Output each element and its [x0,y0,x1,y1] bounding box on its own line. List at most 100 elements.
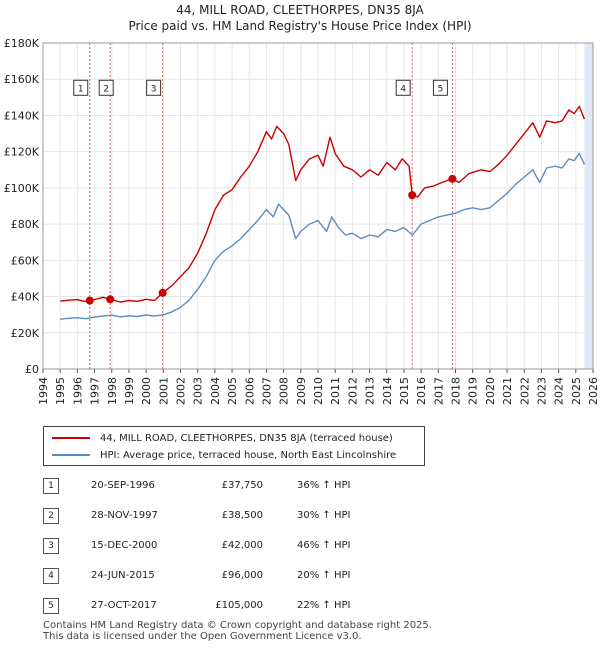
x-tick-label: 2011 [329,377,342,405]
sale-row: 4 24-JUN-2015 £96,000 20% ↑ HPI [43,566,443,586]
chart-subtitle: Price paid vs. HM Land Registry's House … [128,19,471,33]
x-tick-label: 2023 [535,377,548,405]
x-tick-label: 2004 [209,377,222,405]
y-tick-label: £120K [4,146,40,159]
series-line-hpi [60,152,586,320]
y-tick-label: £160K [4,73,40,86]
x-tick-label: 2016 [415,377,428,405]
x-tick-label: 2003 [192,377,205,405]
future-band [584,43,593,369]
sale-point [448,174,457,183]
sale-price: £37,750 [221,480,263,491]
sale-label-box [395,79,411,96]
x-tick-label: 2002 [175,377,188,405]
x-tick-label: 2009 [295,377,308,405]
x-tick-label: 2012 [346,377,359,405]
x-tick-label: 2014 [381,377,394,405]
sale-hpi-change: 22% ↑ HPI [297,600,351,611]
sale-point [106,295,115,304]
legend-swatch-hpi [52,454,90,456]
sale-number-badge: 1 [43,478,59,494]
legend-item-hpi: HPI: Average price, terraced house, Nort… [52,447,396,463]
plot-area: £0 £20K £40K £60K £80K £100K £120K £140K £160K £1… [4,37,600,405]
x-tick-label: 1997 [89,377,102,405]
sale-date: 27-OCT-2017 [91,600,157,611]
chart-title: 44, MILL ROAD, CLEETHORPES, DN35 8JA [176,3,424,17]
x-tick-label: 2026 [587,377,600,405]
x-tick-label: 2013 [364,377,377,405]
sale-number-badge: 4 [43,568,59,584]
x-tick-label: 1996 [71,377,84,405]
sale-point [408,191,417,200]
sale-date: 28-NOV-1997 [91,510,158,521]
x-tick-label: 2020 [484,377,497,405]
legend-label-property: 44, MILL ROAD, CLEETHORPES, DN35 8JA (te… [100,432,393,444]
sale-label-box [432,79,448,96]
footer-copyright: Contains HM Land Registry data © Crown c… [43,620,432,631]
chart-legend: 44, MILL ROAD, CLEETHORPES, DN35 8JA (te… [43,426,425,466]
y-tick-label: £0 [25,363,39,376]
plot-frame [42,42,594,370]
sale-hpi-change: 36% ↑ HPI [297,480,351,491]
x-tick-label: 2025 [570,377,583,405]
sale-row: 5 27-OCT-2017 £105,000 22% ↑ HPI [43,596,443,616]
y-tick-label: £60K [11,254,40,267]
sale-point [158,288,167,297]
footer-licence: This data is licensed under the Open Gov… [43,631,362,642]
x-tick-label: 2024 [553,377,566,405]
footer-attribution: Contains HM Land Registry data © Crown c… [43,620,432,642]
sale-price: £96,000 [221,570,263,581]
sale-row: 3 15-DEC-2000 £42,000 46% ↑ HPI [43,536,443,556]
sale-hpi-change: 20% ↑ HPI [297,570,351,581]
x-tick-label: 2017 [432,377,445,405]
sale-date: 20-SEP-1996 [91,480,155,491]
sale-point [85,296,94,305]
y-tick-label: £20K [11,327,40,340]
sale-row: 1 20-SEP-1996 £37,750 36% ↑ HPI [43,476,443,496]
x-tick-label: 2007 [260,377,273,405]
sale-number-badge: 2 [43,508,59,524]
x-tick-label: 2010 [312,377,325,405]
sale-row: 2 28-NOV-1997 £38,500 30% ↑ HPI [43,506,443,526]
legend-swatch-property [52,437,90,439]
y-tick-label: £40K [11,291,40,304]
x-tick-label: 2018 [450,377,463,405]
sale-label-box [73,79,89,96]
sale-label-text: 4 [400,84,406,94]
sale-date: 24-JUN-2015 [91,570,155,581]
y-tick-label: £140K [4,109,40,122]
price-chart: 44, MILL ROAD, CLEETHORPES, DN35 8JA Pri… [4,3,600,405]
sale-number-badge: 5 [43,598,59,614]
x-tick-label: 1994 [37,377,50,405]
x-tick-label: 1998 [106,377,119,405]
sale-label-box [146,79,162,96]
y-tick-label: £80K [11,218,40,231]
sale-date: 15-DEC-2000 [91,540,158,551]
x-tick-label: 2021 [501,377,514,405]
y-tick-label: £100K [4,182,40,195]
sale-hpi-change: 46% ↑ HPI [297,540,351,551]
y-tick-label: £180K [4,37,40,50]
x-tick-label: 2001 [157,377,170,405]
sale-label-text: 3 [151,84,157,94]
x-tick-label: 2022 [518,377,531,405]
x-tick-label: 2006 [243,377,256,405]
sale-price: £38,500 [221,510,263,521]
legend-item-property: 44, MILL ROAD, CLEETHORPES, DN35 8JA (te… [52,430,393,446]
sale-price: £42,000 [221,540,263,551]
x-tick-label: 1999 [123,377,136,405]
x-tick-label: 2000 [140,377,153,405]
sale-number-badge: 3 [43,538,59,554]
sale-label-text: 1 [78,84,84,94]
sale-label-text: 2 [103,84,109,94]
x-tick-label: 2015 [398,377,411,405]
sale-price: £105,000 [215,600,263,611]
x-tick-label: 1995 [54,377,67,405]
x-tick-label: 2008 [278,377,291,405]
x-tick-label: 2019 [467,377,480,405]
sale-label-text: 5 [438,84,444,94]
legend-label-hpi: HPI: Average price, terraced house, Nort… [100,449,397,461]
series-line-property [60,105,586,303]
sale-label-box [98,79,114,96]
sale-hpi-change: 30% ↑ HPI [297,510,351,521]
